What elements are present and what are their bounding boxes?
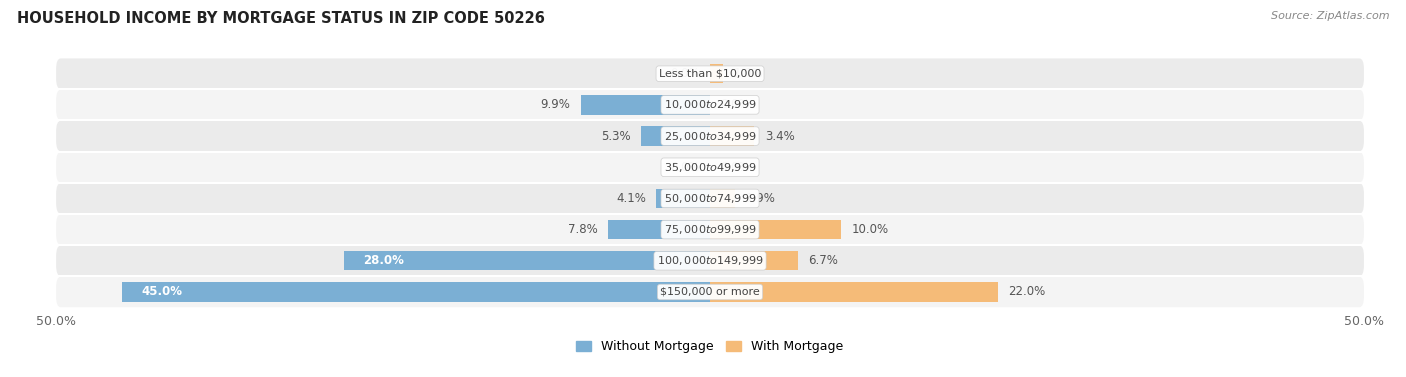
Text: 0.0%: 0.0% [720,98,751,111]
FancyBboxPatch shape [56,121,1364,151]
Bar [641,126,710,146]
Text: 22.0%: 22.0% [1008,285,1046,299]
Bar [344,251,710,270]
Text: Source: ZipAtlas.com: Source: ZipAtlas.com [1271,11,1389,21]
Text: 10.0%: 10.0% [851,223,889,236]
Text: 4.1%: 4.1% [616,192,645,205]
Bar [710,220,841,239]
Bar [710,189,735,208]
Text: $150,000 or more: $150,000 or more [661,287,759,297]
Text: Less than $10,000: Less than $10,000 [659,69,761,79]
Text: HOUSEHOLD INCOME BY MORTGAGE STATUS IN ZIP CODE 50226: HOUSEHOLD INCOME BY MORTGAGE STATUS IN Z… [17,11,544,26]
Bar [581,95,710,115]
Bar [710,64,723,83]
Text: $35,000 to $49,999: $35,000 to $49,999 [664,161,756,174]
Bar [710,126,755,146]
Text: 7.8%: 7.8% [568,223,598,236]
Text: $25,000 to $34,999: $25,000 to $34,999 [664,130,756,143]
Text: $75,000 to $99,999: $75,000 to $99,999 [664,223,756,236]
FancyBboxPatch shape [56,90,1364,120]
Bar [710,282,998,302]
FancyBboxPatch shape [56,152,1364,182]
Text: 9.9%: 9.9% [540,98,569,111]
Text: 3.4%: 3.4% [765,130,794,143]
Bar [710,251,797,270]
Text: $100,000 to $149,999: $100,000 to $149,999 [657,254,763,267]
Text: 0.0%: 0.0% [720,161,751,174]
FancyBboxPatch shape [56,245,1364,276]
FancyBboxPatch shape [56,215,1364,245]
Bar [122,282,710,302]
Text: 1.0%: 1.0% [734,67,763,80]
Text: 45.0%: 45.0% [141,285,183,299]
FancyBboxPatch shape [56,183,1364,214]
FancyBboxPatch shape [56,58,1364,89]
Legend: Without Mortgage, With Mortgage: Without Mortgage, With Mortgage [571,336,849,359]
FancyBboxPatch shape [56,277,1364,307]
Bar [657,189,710,208]
Text: $50,000 to $74,999: $50,000 to $74,999 [664,192,756,205]
Text: 28.0%: 28.0% [364,254,405,267]
Text: $10,000 to $24,999: $10,000 to $24,999 [664,98,756,111]
Text: 1.9%: 1.9% [745,192,775,205]
Text: 0.0%: 0.0% [669,67,700,80]
Text: 0.0%: 0.0% [669,161,700,174]
Text: 5.3%: 5.3% [600,130,630,143]
Bar [607,220,710,239]
Text: 6.7%: 6.7% [808,254,838,267]
